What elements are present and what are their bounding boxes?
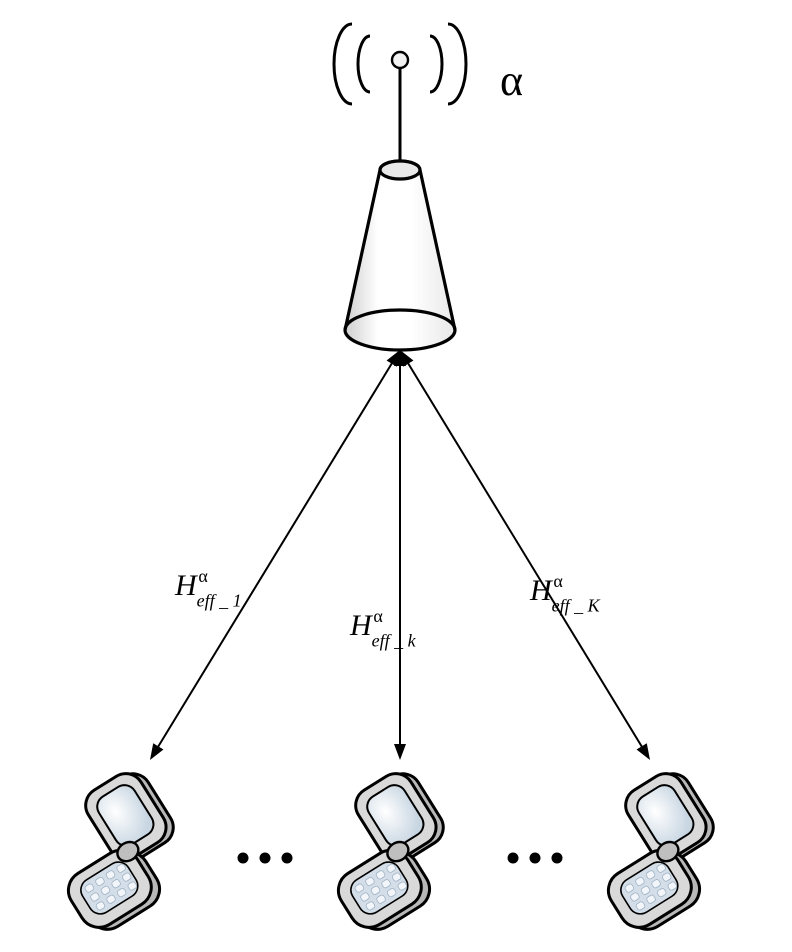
channel-label: Hα eff _ 1 <box>174 566 242 611</box>
channel-label: Hα eff _ K <box>529 571 601 616</box>
radio-wave <box>430 36 442 92</box>
label-superscript: α <box>198 566 208 586</box>
channel-arrows <box>150 350 650 760</box>
mobile-phone-icon <box>331 764 450 940</box>
channel-arrow-line <box>405 359 645 752</box>
channel-arrow-line <box>155 359 395 752</box>
label-subscript: eff _ K <box>552 595 601 615</box>
base-station: α <box>334 24 523 350</box>
radio-wave <box>358 36 370 92</box>
mobile-phone-icon <box>61 764 180 940</box>
channel-label: Hα eff _ k <box>349 606 417 651</box>
tower-body <box>345 161 455 350</box>
arrow-head <box>637 743 650 760</box>
ellipsis <box>238 853 293 864</box>
radio-wave <box>448 24 466 104</box>
label-superscript: α <box>553 571 563 591</box>
arrow-head <box>394 744 406 760</box>
mobile-phone-icon <box>601 764 720 940</box>
arrow-head <box>150 743 163 760</box>
tower-top <box>380 161 420 179</box>
antenna-tip <box>392 52 408 68</box>
label-base: H <box>349 609 374 642</box>
label-base: H <box>529 574 554 607</box>
ellipsis <box>508 853 563 864</box>
label-subscript: eff _ k <box>372 630 417 650</box>
radio-wave <box>334 24 352 104</box>
label-base: H <box>174 569 199 602</box>
base-station-label: α <box>500 56 523 105</box>
label-superscript: α <box>373 606 383 626</box>
label-subscript: eff _ 1 <box>197 590 242 610</box>
